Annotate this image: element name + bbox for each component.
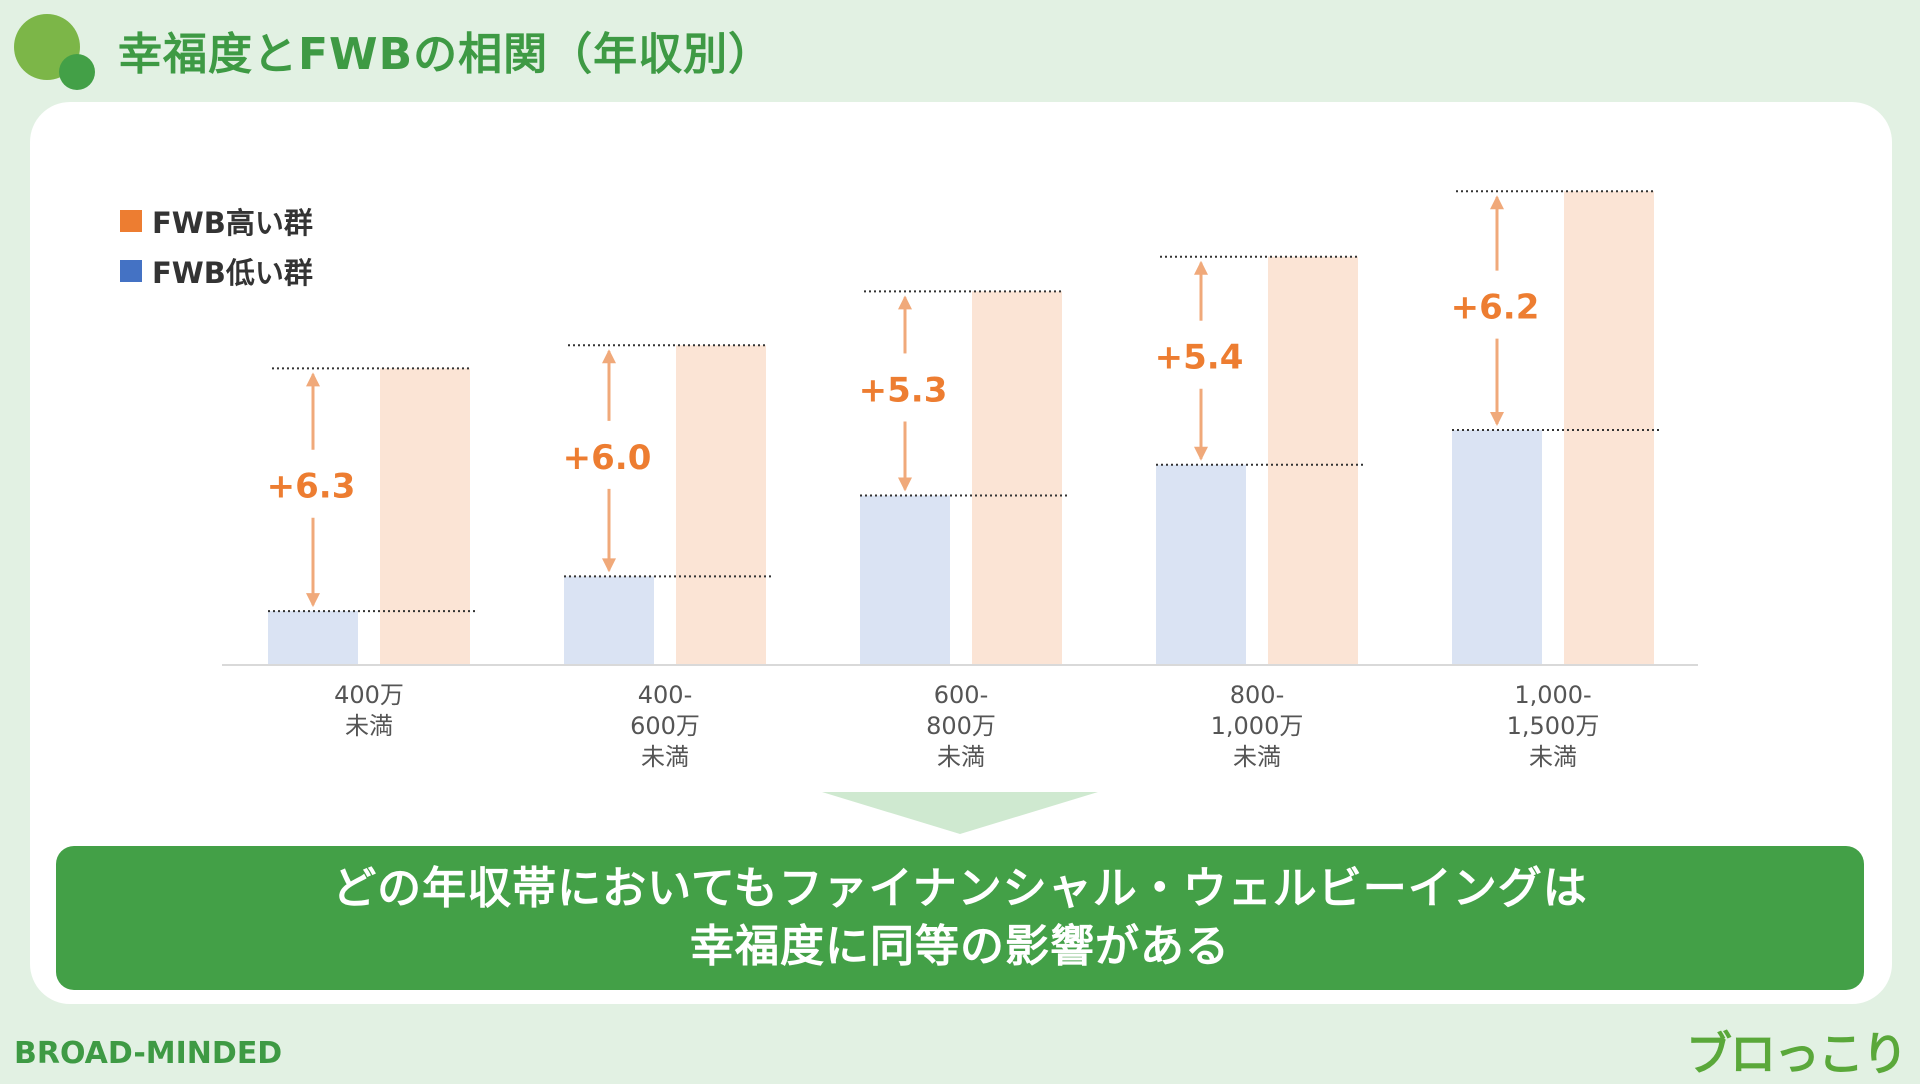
- x-tick-label-0-1: 未満: [345, 712, 393, 740]
- diff-label-4: +6.2: [1451, 288, 1540, 328]
- bar-high-4: [1564, 191, 1654, 665]
- x-tick-label-2-0: 600-: [934, 681, 988, 709]
- diff-label-0: +6.3: [267, 467, 356, 507]
- arrow-head-up-2: [898, 295, 912, 310]
- bar-low-4: [1452, 430, 1542, 665]
- arrow-head-down-4: [1490, 412, 1504, 427]
- x-tick-label-3-1: 1,000万: [1211, 712, 1304, 740]
- arrow-head-up-1: [602, 349, 616, 364]
- x-tick-label-3-2: 未満: [1233, 743, 1281, 771]
- down-arrow-icon: [822, 792, 1098, 834]
- page-title: 幸福度とFWBの相関（年収別）: [118, 29, 774, 80]
- bar-low-2: [860, 495, 950, 665]
- conclusion-banner: どの年収帯においてもファイナンシャル・ウェルビーイングは 幸福度に同等の影響があ…: [56, 846, 1864, 990]
- arrow-head-up-0: [306, 372, 320, 387]
- x-tick-label-1-0: 400-: [638, 681, 692, 709]
- x-tick-label-2-2: 未満: [937, 743, 985, 771]
- x-tick-label-1-1: 600万: [630, 712, 700, 740]
- arrow-head-down-0: [306, 593, 320, 608]
- bar-low-0: [268, 611, 358, 665]
- bar-low-3: [1156, 464, 1246, 665]
- legend-item-low: FWB低い群: [120, 246, 313, 296]
- arrow-head-down-1: [602, 558, 616, 573]
- arrow-head-down-2: [898, 477, 912, 492]
- bar-high-2: [972, 291, 1062, 665]
- diff-label-1: +6.0: [563, 438, 652, 478]
- x-tick-label-2-1: 800万: [926, 712, 996, 740]
- arrow-head-down-3: [1194, 446, 1208, 461]
- bar-low-1: [564, 576, 654, 665]
- bar-high-0: [380, 368, 470, 665]
- broccoli-logo: ブロっこり: [1686, 1027, 1908, 1081]
- bar-high-3: [1268, 256, 1358, 665]
- legend-label-high: FWB高い群: [152, 206, 313, 240]
- legend-swatch-low: [120, 260, 142, 282]
- bar-high-1: [676, 345, 766, 665]
- legend-item-high: FWB高い群: [120, 196, 313, 246]
- arrow-head-up-3: [1194, 260, 1208, 275]
- x-tick-label-0-0: 400万: [334, 681, 404, 709]
- x-tick-label-4-1: 1,500万: [1507, 712, 1600, 740]
- diff-label-2: +5.3: [859, 370, 948, 410]
- chart-legend: FWB高い群 FWB低い群: [120, 196, 313, 296]
- conclusion-line-1: どの年収帯においてもファイナンシャル・ウェルビーイングは: [332, 863, 1588, 914]
- footer-brand: BROAD-MINDED: [14, 1036, 283, 1071]
- conclusion-line-2: 幸福度に同等の影響がある: [690, 921, 1230, 972]
- legend-label-low: FWB低い群: [152, 256, 313, 290]
- legend-swatch-high: [120, 210, 142, 232]
- x-tick-label-4-2: 未満: [1529, 743, 1577, 771]
- x-tick-label-1-2: 未満: [641, 743, 689, 771]
- diff-label-3: +5.4: [1155, 338, 1244, 378]
- x-tick-label-3-0: 800-: [1230, 681, 1284, 709]
- x-tick-label-4-0: 1,000-: [1514, 681, 1591, 709]
- brand-circles-icon: [14, 14, 104, 94]
- arrow-head-up-4: [1490, 195, 1504, 210]
